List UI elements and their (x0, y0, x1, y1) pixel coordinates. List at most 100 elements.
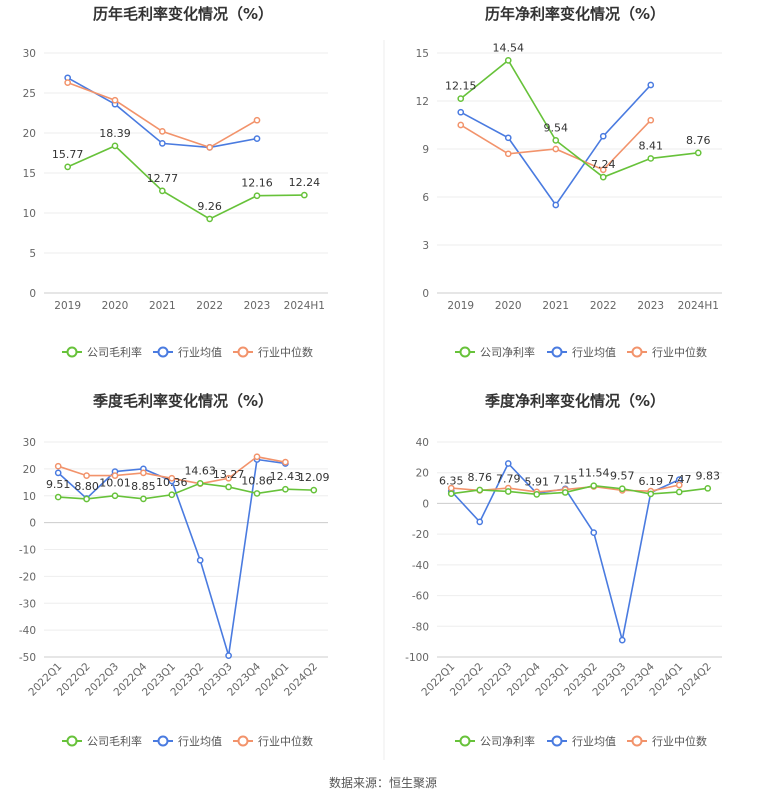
data-point[interactable] (64, 163, 72, 171)
y-tick-label: 3 (422, 240, 429, 252)
legend-item-industry-median[interactable]: 行业中位数 (627, 345, 707, 359)
data-point[interactable] (168, 491, 176, 499)
data-point[interactable] (675, 488, 683, 496)
data-point[interactable] (618, 636, 626, 644)
data-point[interactable] (533, 491, 541, 498)
data-point[interactable] (253, 135, 261, 142)
legend-label: 行业中位数 (258, 734, 313, 748)
data-point[interactable] (64, 79, 72, 86)
data-point[interactable] (599, 166, 607, 174)
data-point[interactable] (561, 489, 569, 496)
data-point[interactable] (504, 150, 512, 158)
data-point[interactable] (54, 493, 62, 501)
data-point[interactable] (647, 490, 655, 498)
data-point[interactable] (158, 187, 166, 195)
data-point[interactable] (196, 479, 204, 487)
data-point[interactable] (196, 556, 204, 564)
data-point[interactable] (83, 472, 90, 479)
data-point[interactable] (552, 137, 560, 144)
data-point[interactable] (476, 518, 484, 526)
data-point[interactable] (504, 57, 512, 64)
data-point[interactable] (599, 132, 607, 140)
data-point[interactable] (168, 474, 176, 482)
chart-title: 季度毛利率变化情况（%） (93, 392, 273, 410)
legend-item-company[interactable]: 公司净利率 (455, 345, 535, 359)
legend-item-industry-avg[interactable]: 行业均值 (547, 346, 616, 359)
legend-item-industry-avg[interactable]: 行业均值 (153, 735, 222, 748)
data-point[interactable] (647, 81, 655, 89)
legend-item-industry-avg[interactable]: 行业均值 (547, 735, 616, 748)
data-point[interactable] (225, 474, 232, 482)
legend-label: 行业中位数 (652, 345, 707, 359)
data-point[interactable] (253, 490, 261, 497)
data-label: 12.77 (147, 172, 179, 185)
legend-item-industry-median[interactable]: 行业中位数 (233, 345, 313, 359)
data-point[interactable] (83, 495, 90, 503)
series-industry-median (54, 453, 289, 488)
data-point[interactable] (111, 142, 119, 150)
data-label: 7.15 (553, 473, 578, 486)
data-point[interactable] (694, 149, 702, 157)
data-point[interactable] (253, 116, 261, 124)
data-point[interactable] (54, 469, 62, 477)
data-point[interactable] (476, 486, 484, 494)
legend-item-industry-median[interactable]: 行业中位数 (627, 734, 707, 748)
x-tick-label: 2020 (495, 300, 522, 312)
data-point[interactable] (111, 96, 119, 104)
y-tick-label: 10 (23, 208, 36, 220)
x-tick-label: 2020 (102, 300, 129, 312)
plot-area: -50-40-30-20-1001020302022Q12022Q22022Q3… (19, 437, 330, 699)
legend-item-industry-avg[interactable]: 行业均值 (153, 346, 222, 359)
data-point[interactable] (704, 484, 712, 492)
data-point[interactable] (282, 458, 289, 466)
data-point[interactable] (282, 485, 289, 493)
data-point[interactable] (590, 482, 598, 490)
legend-item-company[interactable]: 公司毛利率 (62, 734, 142, 748)
data-point[interactable] (300, 191, 308, 199)
data-point[interactable] (140, 469, 147, 477)
series-line (460, 59, 699, 179)
data-point[interactable] (457, 95, 465, 102)
data-point[interactable] (253, 453, 261, 461)
data-label: 7.79 (496, 472, 521, 485)
y-tick-label: 25 (23, 88, 36, 100)
data-point[interactable] (111, 492, 119, 500)
data-point[interactable] (647, 116, 655, 124)
data-point[interactable] (647, 155, 655, 162)
data-point[interactable] (675, 481, 683, 489)
data-point[interactable] (225, 483, 232, 491)
legend-item-industry-median[interactable]: 行业中位数 (233, 734, 313, 748)
legend-item-company[interactable]: 公司净利率 (455, 734, 535, 748)
data-label: 12.15 (445, 80, 477, 93)
data-point[interactable] (590, 529, 598, 536)
legend-item-company[interactable]: 公司毛利率 (62, 345, 142, 359)
data-point[interactable] (253, 192, 261, 200)
data-label: 12.43 (270, 470, 302, 483)
data-point[interactable] (504, 460, 512, 467)
data-point[interactable] (140, 495, 147, 503)
data-point[interactable] (310, 486, 318, 494)
data-point[interactable] (158, 128, 166, 135)
data-point[interactable] (552, 201, 560, 209)
y-tick-label: 30 (23, 48, 36, 60)
data-point[interactable] (447, 490, 455, 498)
data-point[interactable] (552, 145, 560, 153)
data-point[interactable] (618, 485, 626, 493)
data-label: 9.83 (696, 469, 721, 482)
data-point[interactable] (599, 173, 607, 181)
legend-label: 行业均值 (178, 346, 222, 359)
data-point[interactable] (111, 472, 119, 479)
data-point[interactable] (54, 462, 62, 470)
data-label: 14.63 (184, 464, 216, 477)
data-point[interactable] (457, 108, 465, 116)
data-point[interactable] (206, 144, 214, 151)
data-point[interactable] (504, 488, 512, 495)
data-point[interactable] (158, 140, 166, 147)
data-point[interactable] (504, 134, 512, 142)
data-point[interactable] (457, 121, 465, 129)
chart-title: 季度净利率变化情况（%） (485, 392, 665, 410)
series-industry-avg (457, 81, 655, 209)
data-point[interactable] (206, 215, 214, 223)
y-tick-label: -60 (412, 591, 429, 603)
data-point[interactable] (225, 652, 232, 660)
